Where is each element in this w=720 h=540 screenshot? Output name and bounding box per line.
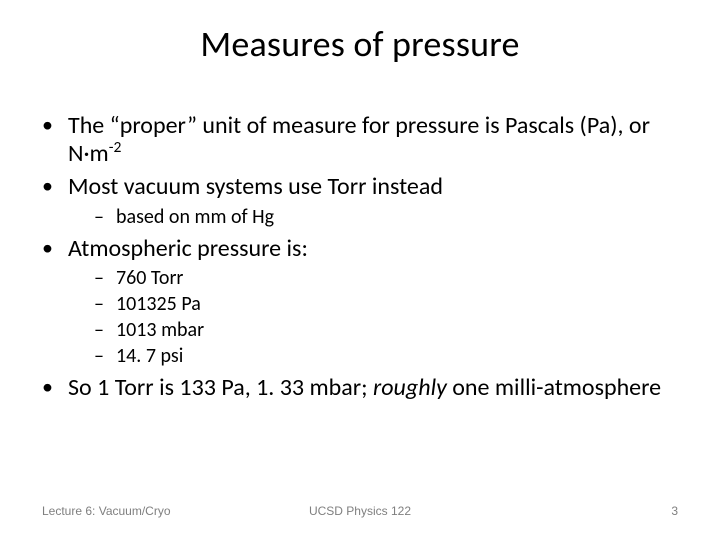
sub-bullet-item: 101325 Pa bbox=[94, 292, 678, 316]
sub-bullet-text: 760 Torr bbox=[116, 266, 183, 290]
sub-bullet-item: 760 Torr bbox=[94, 266, 678, 290]
sub-bullet-list: 760 Torr 101325 Pa 1013 mbar 14. 7 psi bbox=[68, 266, 678, 368]
footer-center: UCSD Physics 122 bbox=[42, 504, 678, 518]
sub-bullet-text: based on mm of Hg bbox=[116, 205, 274, 229]
sub-bullet-item: 1013 mbar bbox=[94, 318, 678, 342]
bullet-text: one milli-atmosphere bbox=[447, 373, 661, 402]
sub-bullet-list: based on mm of Hg bbox=[68, 205, 678, 229]
slide-footer: Lecture 6: Vacuum/Cryo UCSD Physics 122 … bbox=[42, 504, 678, 522]
sub-bullet-item: 14. 7 psi bbox=[94, 344, 678, 368]
bullet-item: The “proper” unit of measure for pressur… bbox=[42, 112, 678, 167]
bullet-text-italic: roughly bbox=[373, 373, 447, 402]
superscript: -2 bbox=[109, 138, 122, 157]
slide-body: The “proper” unit of measure for pressur… bbox=[42, 112, 678, 408]
bullet-item: So 1 Torr is 133 Pa, 1. 33 mbar; roughly… bbox=[42, 374, 678, 402]
bullet-text: The “proper” unit of measure for pressur… bbox=[68, 111, 650, 168]
bullet-item: Atmospheric pressure is: 760 Torr 101325… bbox=[42, 235, 678, 369]
bullet-text: So 1 Torr is 133 Pa, 1. 33 mbar; bbox=[68, 373, 373, 402]
bullet-list: The “proper” unit of measure for pressur… bbox=[42, 112, 678, 402]
bullet-text: Most vacuum systems use Torr instead bbox=[68, 172, 443, 201]
bullet-text: Atmospheric pressure is: bbox=[68, 234, 308, 263]
sub-bullet-text: 101325 Pa bbox=[116, 292, 201, 316]
slide: Measures of pressure The “proper” unit o… bbox=[0, 0, 720, 540]
sub-bullet-text: 1013 mbar bbox=[116, 318, 204, 342]
slide-title: Measures of pressure bbox=[0, 22, 720, 66]
bullet-item: Most vacuum systems use Torr instead bas… bbox=[42, 173, 678, 229]
sub-bullet-text: 14. 7 psi bbox=[116, 344, 183, 368]
sub-bullet-item: based on mm of Hg bbox=[94, 205, 678, 229]
slide-number: 3 bbox=[671, 504, 678, 518]
